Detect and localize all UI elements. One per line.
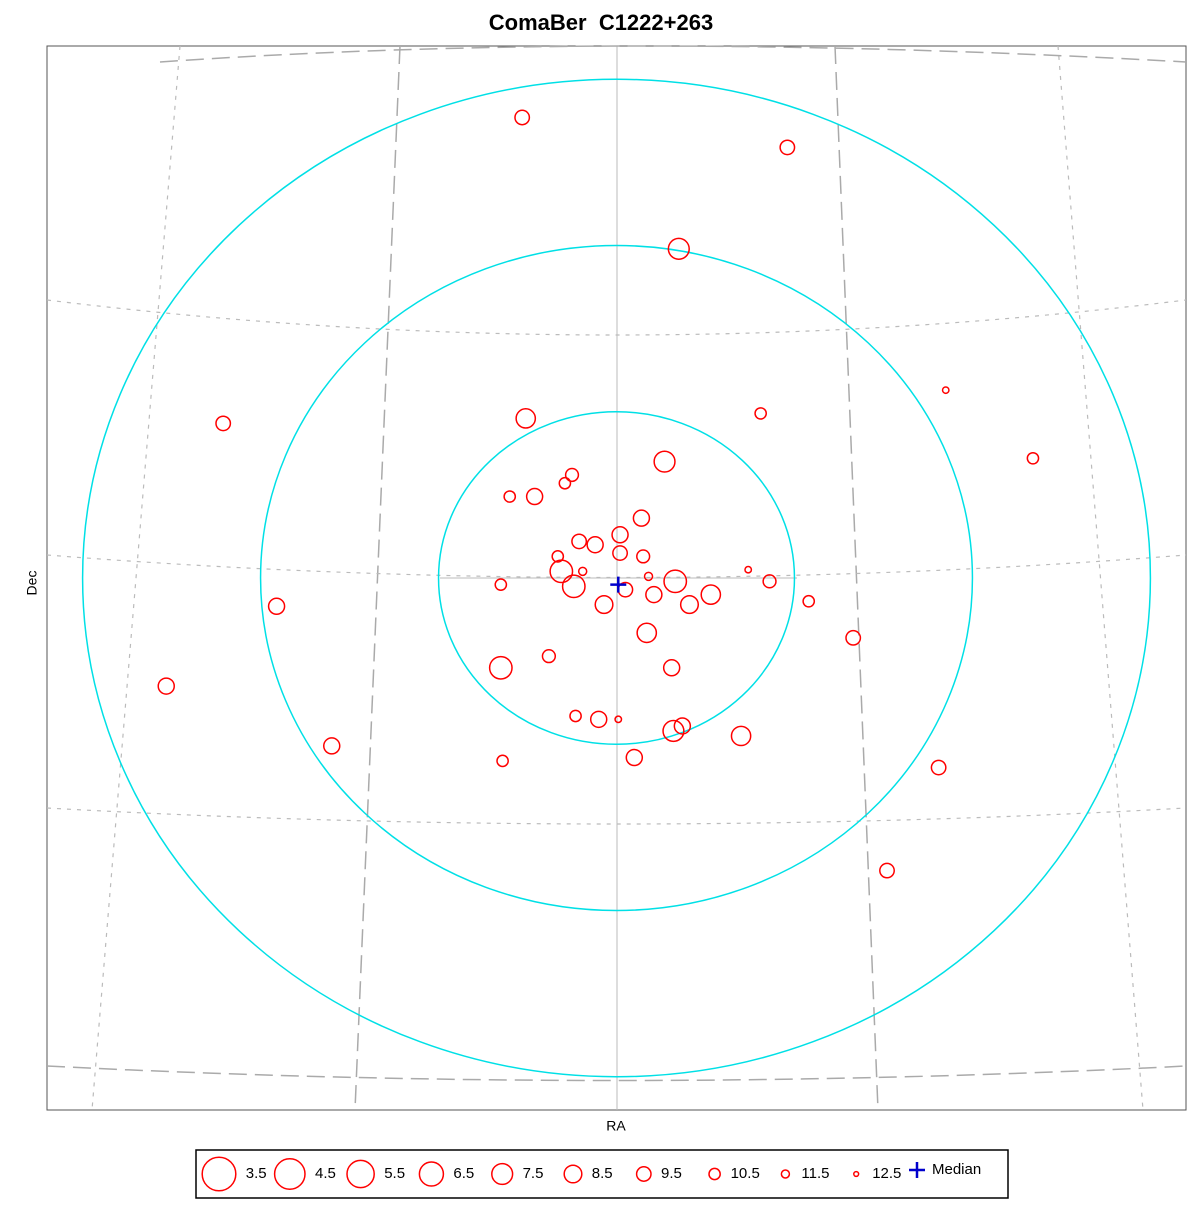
legend-symbol	[853, 1170, 860, 1178]
star	[571, 533, 588, 550]
meridian	[91, 45, 181, 1111]
legend-symbol	[563, 1164, 583, 1184]
star	[625, 748, 644, 767]
star	[653, 450, 676, 473]
star	[673, 717, 692, 735]
ring	[81, 78, 1152, 1078]
star	[662, 719, 685, 743]
legend-label: 10.5	[731, 1165, 760, 1182]
legend-label: 7.5	[523, 1165, 544, 1182]
star	[215, 415, 232, 432]
x-axis-label: RA	[606, 1118, 626, 1134]
legend-symbol	[708, 1167, 721, 1181]
legend	[195, 1149, 1009, 1199]
star	[561, 574, 586, 599]
star	[611, 526, 629, 544]
parallel	[46, 1065, 1187, 1082]
star	[488, 655, 513, 680]
star	[754, 407, 768, 420]
meridian	[834, 45, 879, 1111]
legend-label: 9.5	[661, 1165, 682, 1182]
legend-label: 8.5	[592, 1165, 613, 1182]
legend-label: Median	[932, 1161, 981, 1178]
star	[541, 648, 557, 664]
y-axis-label: Dec	[24, 571, 40, 596]
star	[645, 585, 663, 604]
star	[744, 565, 753, 574]
legend-label: 3.5	[246, 1165, 267, 1182]
legend-label: 5.5	[384, 1165, 405, 1182]
star	[879, 862, 895, 879]
legend-symbol	[780, 1169, 791, 1179]
ring	[437, 411, 796, 745]
star	[1026, 451, 1040, 465]
legend-symbol	[273, 1158, 306, 1190]
star	[663, 569, 688, 594]
legend-label: 6.5	[453, 1165, 474, 1182]
star	[632, 509, 651, 527]
star	[636, 549, 651, 564]
star	[503, 490, 517, 503]
star	[551, 550, 565, 563]
star	[323, 737, 341, 755]
chart-title: ComaBer C1222+263	[489, 10, 713, 35]
star	[614, 715, 623, 724]
star	[267, 597, 286, 616]
star	[643, 571, 654, 582]
legend-symbol	[909, 1162, 925, 1178]
star	[667, 237, 690, 260]
star	[577, 566, 588, 577]
legend-symbol	[346, 1159, 375, 1189]
legend-label: 4.5	[315, 1165, 336, 1182]
star	[845, 629, 862, 646]
star	[494, 578, 508, 592]
legend-symbol	[201, 1156, 237, 1192]
star	[730, 725, 752, 747]
star	[779, 139, 796, 156]
star	[157, 677, 175, 695]
legend-label: 12.5	[872, 1165, 901, 1182]
star	[662, 659, 681, 677]
star	[514, 109, 531, 126]
star	[589, 710, 608, 729]
star	[525, 487, 544, 506]
parallel	[159, 45, 1187, 63]
star	[586, 536, 604, 554]
star	[594, 595, 614, 615]
star	[569, 709, 582, 723]
star	[700, 584, 722, 605]
star	[549, 559, 574, 584]
star	[496, 754, 509, 768]
star	[558, 476, 572, 490]
star	[930, 759, 947, 776]
star	[762, 574, 777, 589]
star	[941, 386, 950, 395]
legend-label: 11.5	[801, 1165, 829, 1182]
star	[679, 595, 700, 615]
ring	[259, 244, 974, 912]
legend-symbol	[418, 1161, 445, 1187]
star	[515, 408, 537, 429]
meridian	[354, 45, 401, 1111]
star	[564, 467, 580, 483]
star	[636, 622, 658, 644]
legend-symbol	[491, 1162, 514, 1186]
legend-symbol	[635, 1166, 652, 1182]
sky-grid	[46, 45, 1187, 1111]
parallel	[46, 807, 1187, 825]
parallel	[46, 299, 1187, 336]
parallel	[46, 554, 1187, 579]
star	[802, 594, 816, 608]
star	[612, 545, 629, 562]
meridian	[1057, 45, 1144, 1111]
median-marker	[610, 576, 627, 593]
